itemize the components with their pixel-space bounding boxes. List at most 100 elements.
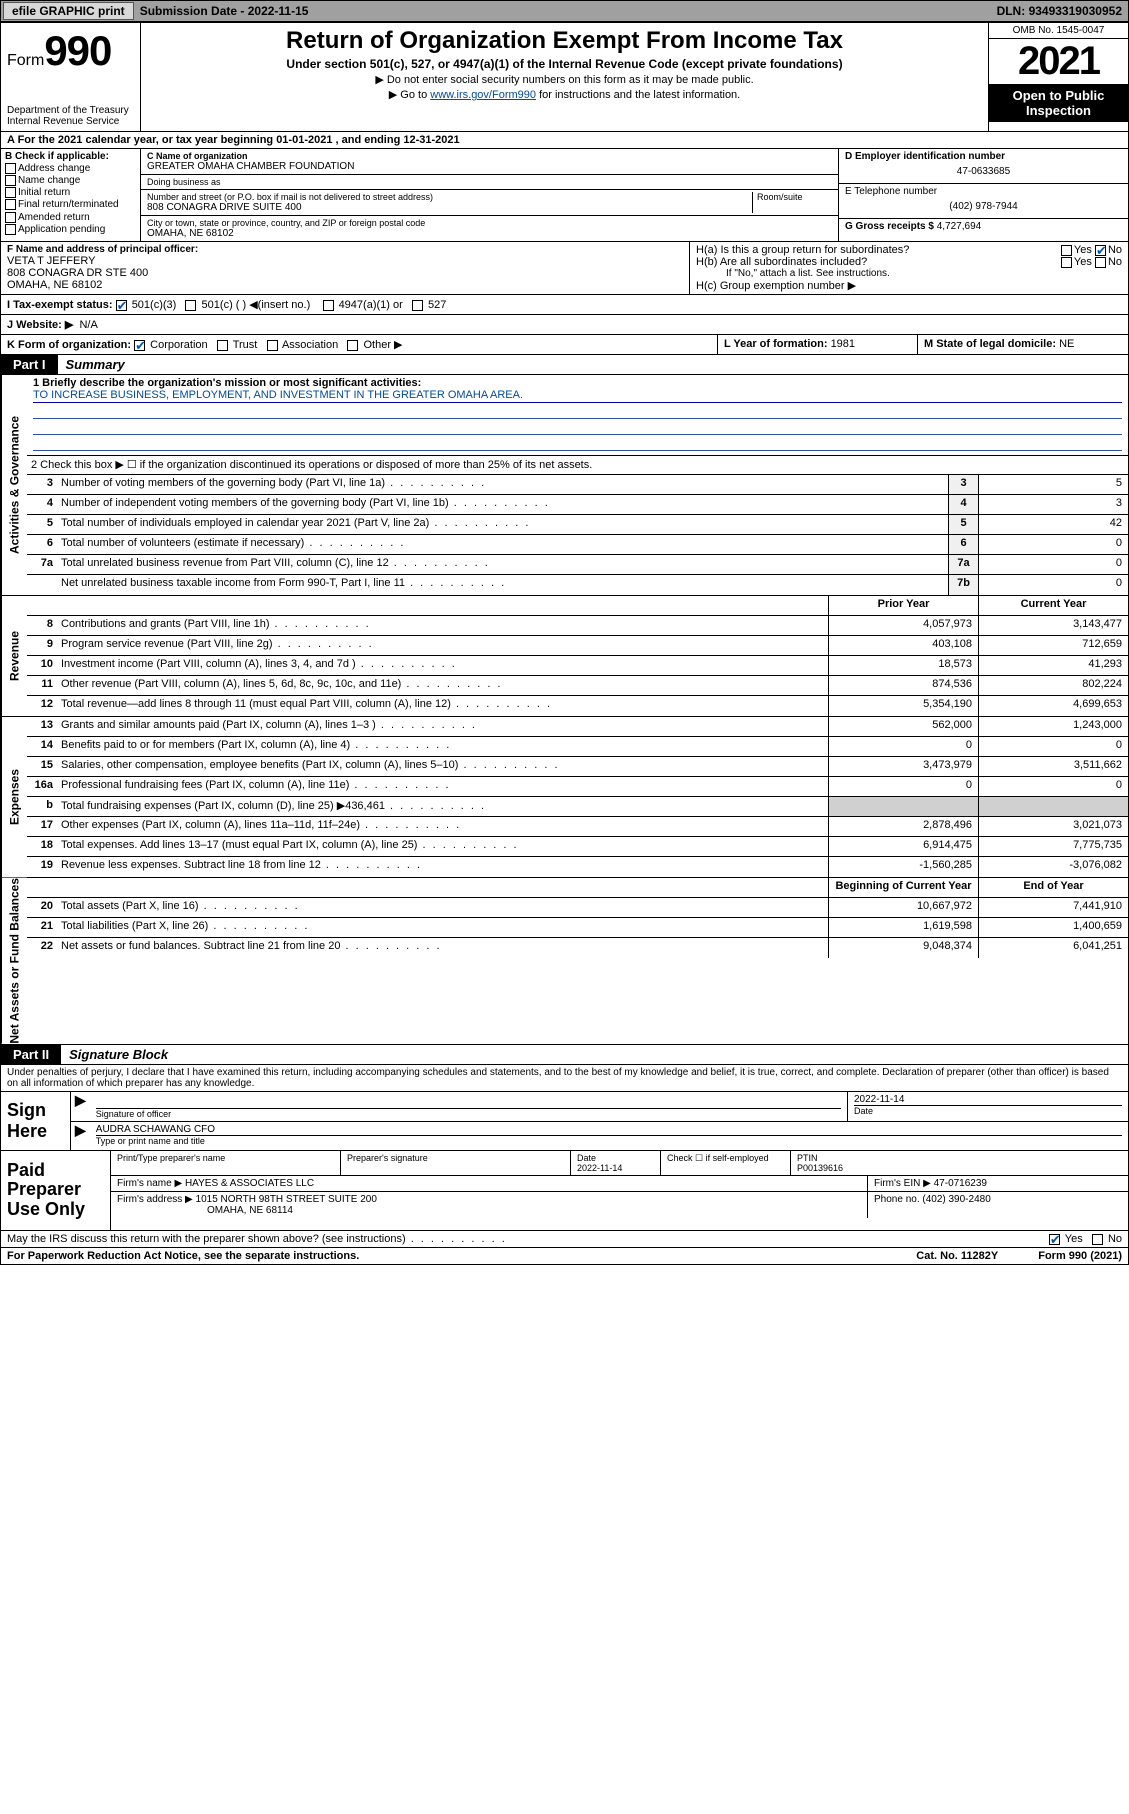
website-value: N/A bbox=[79, 319, 97, 331]
check-501c3[interactable] bbox=[116, 300, 127, 311]
firm-phone: (402) 390-2480 bbox=[922, 1194, 990, 1205]
prior-value bbox=[828, 797, 978, 816]
line-num: 4 bbox=[27, 495, 57, 514]
check-corp[interactable] bbox=[134, 340, 145, 351]
current-value: 3,143,477 bbox=[978, 616, 1128, 635]
efile-button[interactable]: efile GRAPHIC print bbox=[3, 2, 134, 20]
line-desc: Net unrelated business taxable income fr… bbox=[57, 575, 948, 595]
line-num: 14 bbox=[27, 737, 57, 756]
check-amended[interactable] bbox=[5, 212, 16, 223]
paid-preparer-block: Paid Preparer Use Only Print/Type prepar… bbox=[1, 1150, 1128, 1230]
line-desc: Total expenses. Add lines 13–17 (must eq… bbox=[57, 837, 828, 856]
gross-receipts: 4,727,694 bbox=[937, 221, 982, 232]
check-hb-yes[interactable] bbox=[1061, 257, 1072, 268]
year-formation: 1981 bbox=[831, 338, 855, 350]
sign-here-label: Sign Here bbox=[1, 1092, 71, 1150]
check-501c[interactable] bbox=[185, 300, 196, 311]
line-num: 19 bbox=[27, 857, 57, 877]
vlabel-expenses: Expenses bbox=[1, 717, 27, 877]
prior-value: 2,878,496 bbox=[828, 817, 978, 836]
line-desc: Program service revenue (Part VIII, line… bbox=[57, 636, 828, 655]
section-governance: Activities & Governance 1 Briefly descri… bbox=[0, 375, 1129, 596]
org-name: GREATER OMAHA CHAMBER FOUNDATION bbox=[147, 161, 832, 172]
check-final-return[interactable] bbox=[5, 199, 16, 210]
line-num: 9 bbox=[27, 636, 57, 655]
arrow-icon: ▶ bbox=[71, 1122, 90, 1148]
current-value: 1,243,000 bbox=[978, 717, 1128, 736]
line-desc: Other expenses (Part IX, column (A), lin… bbox=[57, 817, 828, 836]
open-inspection-badge: Open to Public Inspection bbox=[989, 84, 1128, 122]
firm-name: HAYES & ASSOCIATES LLC bbox=[185, 1178, 314, 1189]
current-value: 802,224 bbox=[978, 676, 1128, 695]
line-value: 5 bbox=[978, 475, 1128, 494]
part-2-header: Part II Signature Block bbox=[0, 1045, 1129, 1065]
row-a-taxyear: A For the 2021 calendar year, or tax yea… bbox=[0, 132, 1129, 149]
current-value: 1,400,659 bbox=[978, 918, 1128, 937]
line-num: 21 bbox=[27, 918, 57, 937]
current-value bbox=[978, 797, 1128, 816]
line-num: 7a bbox=[27, 555, 57, 574]
current-value: 0 bbox=[978, 777, 1128, 796]
col-end-year: End of Year bbox=[978, 878, 1128, 897]
section-net-assets: Net Assets or Fund Balances Beginning of… bbox=[0, 878, 1129, 1045]
current-value: 7,441,910 bbox=[978, 898, 1128, 917]
line-num: 15 bbox=[27, 757, 57, 776]
check-527[interactable] bbox=[412, 300, 423, 311]
instructions-link[interactable]: www.irs.gov/Form990 bbox=[430, 89, 536, 101]
line-num: 17 bbox=[27, 817, 57, 836]
current-value: 3,511,662 bbox=[978, 757, 1128, 776]
prep-date: 2022-11-14 bbox=[577, 1163, 622, 1173]
line-num: 13 bbox=[27, 717, 57, 736]
mission-text: TO INCREASE BUSINESS, EMPLOYMENT, AND IN… bbox=[33, 389, 1122, 403]
check-other[interactable] bbox=[347, 340, 358, 351]
line-desc: Other revenue (Part VIII, column (A), li… bbox=[57, 676, 828, 695]
line-num: 11 bbox=[27, 676, 57, 695]
line-1-mission: 1 Briefly describe the organization's mi… bbox=[27, 375, 1128, 455]
check-address-change[interactable] bbox=[5, 163, 16, 174]
col-begin-year: Beginning of Current Year bbox=[828, 878, 978, 897]
prior-value: 3,473,979 bbox=[828, 757, 978, 776]
firm-addr1: 1015 NORTH 98TH STREET SUITE 200 bbox=[196, 1194, 377, 1205]
prior-value: 0 bbox=[828, 737, 978, 756]
arrow-icon: ▶ bbox=[71, 1092, 90, 1121]
check-name-change[interactable] bbox=[5, 175, 16, 186]
line-num: b bbox=[27, 797, 57, 816]
line-num: 8 bbox=[27, 616, 57, 635]
line-value: 42 bbox=[978, 515, 1128, 534]
line-desc: Number of voting members of the governin… bbox=[57, 475, 948, 494]
footer: For Paperwork Reduction Act Notice, see … bbox=[0, 1248, 1129, 1265]
check-discuss-no[interactable] bbox=[1092, 1234, 1103, 1245]
current-value: 712,659 bbox=[978, 636, 1128, 655]
check-initial-return[interactable] bbox=[5, 187, 16, 198]
footer-right: Form 990 (2021) bbox=[1038, 1250, 1122, 1262]
form-word: Form bbox=[7, 52, 44, 69]
dln-label: DLN: 93493319030952 bbox=[997, 4, 1128, 18]
prior-value: 9,048,374 bbox=[828, 938, 978, 958]
form-note-ssn: ▶ Do not enter social security numbers o… bbox=[149, 73, 980, 86]
check-trust[interactable] bbox=[217, 340, 228, 351]
current-value: 41,293 bbox=[978, 656, 1128, 675]
line-num: 22 bbox=[27, 938, 57, 958]
line-desc: Grants and similar amounts paid (Part IX… bbox=[57, 717, 828, 736]
check-application-pending[interactable] bbox=[5, 224, 16, 235]
prior-value: 18,573 bbox=[828, 656, 978, 675]
form-number: 990 bbox=[44, 27, 111, 74]
check-ha-yes[interactable] bbox=[1061, 245, 1072, 256]
ptin-value: P00139616 bbox=[797, 1163, 843, 1173]
check-assoc[interactable] bbox=[267, 340, 278, 351]
prior-value: 4,057,973 bbox=[828, 616, 978, 635]
check-hb-no[interactable] bbox=[1095, 257, 1106, 268]
check-ha-no[interactable] bbox=[1095, 245, 1106, 256]
form-header: Form990 Department of the Treasury Inter… bbox=[0, 22, 1129, 132]
dept-label: Department of the Treasury bbox=[7, 105, 134, 116]
check-4947[interactable] bbox=[323, 300, 334, 311]
tax-year: 2021 bbox=[989, 39, 1128, 84]
check-discuss-yes[interactable] bbox=[1049, 1234, 1060, 1245]
section-c: C Name of organization GREATER OMAHA CHA… bbox=[141, 149, 838, 241]
prior-value: 0 bbox=[828, 777, 978, 796]
row-klm: K Form of organization: Corporation Trus… bbox=[0, 335, 1129, 355]
line-value: 0 bbox=[978, 575, 1128, 595]
current-value: 4,699,653 bbox=[978, 696, 1128, 716]
vlabel-net: Net Assets or Fund Balances bbox=[1, 878, 27, 1044]
prior-value: 5,354,190 bbox=[828, 696, 978, 716]
